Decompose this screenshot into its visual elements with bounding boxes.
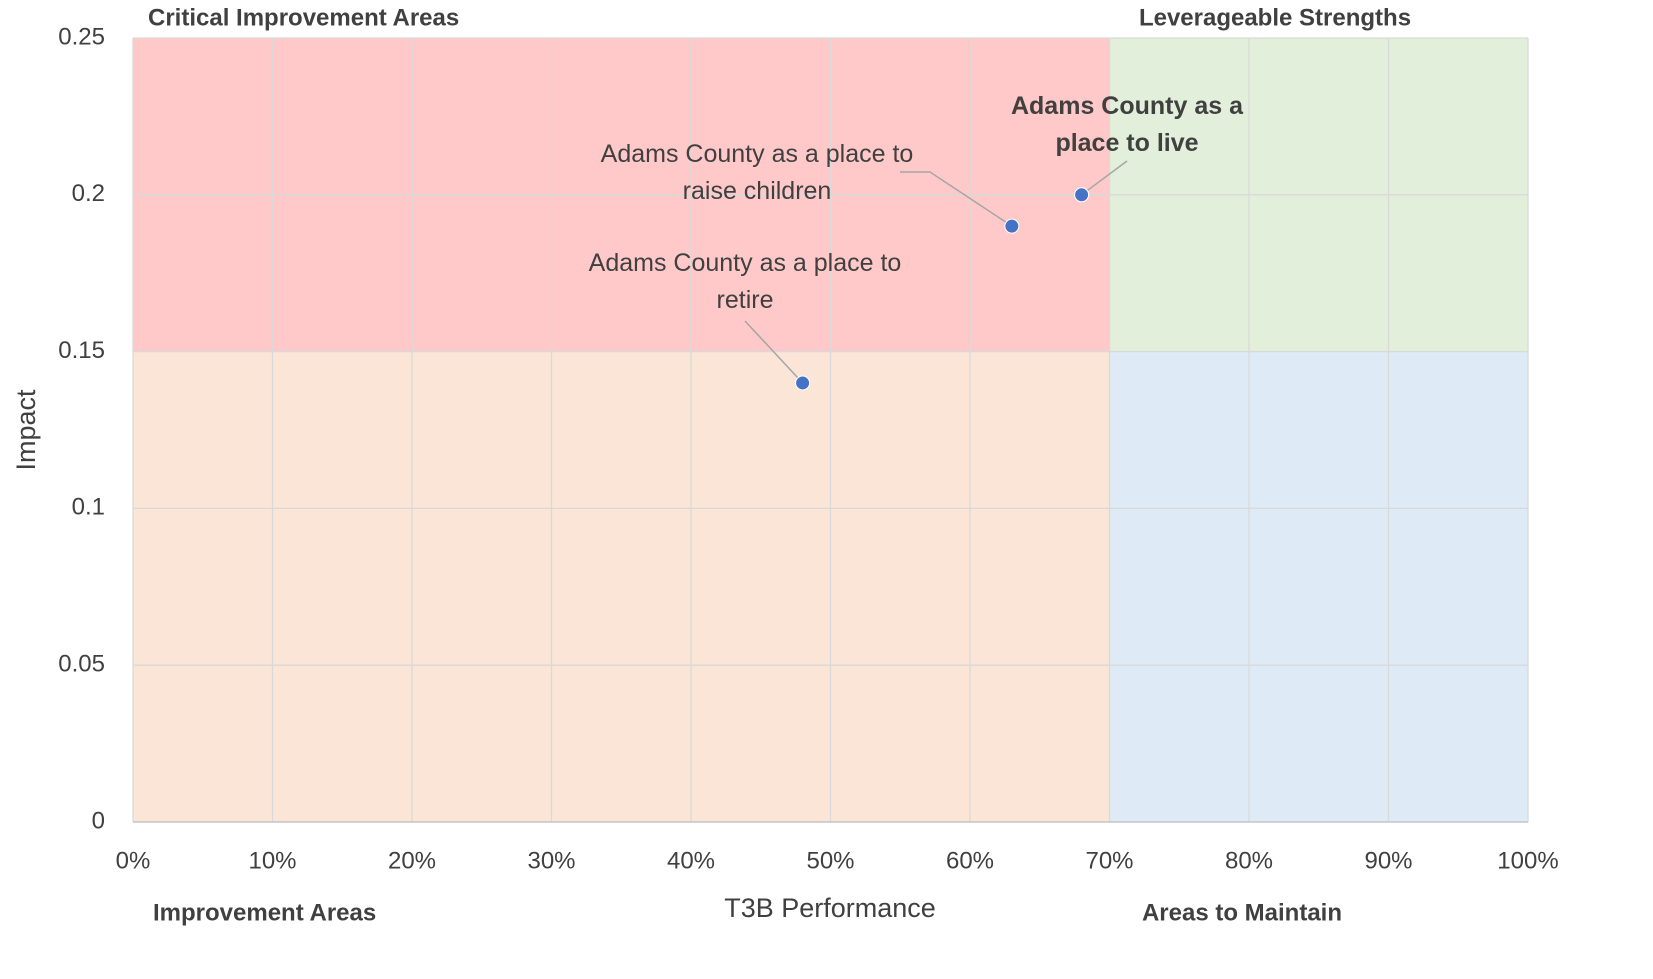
leader-line (1081, 160, 1128, 196)
point (1004, 218, 1020, 234)
x-tick-label: 30% (527, 847, 575, 874)
x-tick-label: 60% (946, 847, 994, 874)
y-tick-label: 0 (92, 807, 105, 834)
x-tick-label: 10% (248, 847, 296, 874)
x-tick-label: 40% (667, 847, 715, 874)
x-tick-label: 50% (806, 847, 854, 874)
quadrant-bottom-left (133, 351, 1110, 822)
x-tick-label: 100% (1497, 847, 1558, 874)
quadrant-label: Leverageable Strengths (1139, 4, 1411, 31)
quadrant-bottom-right (1109, 351, 1528, 822)
x-tick-label: 80% (1225, 847, 1273, 874)
quadrant-label: Improvement Areas (153, 899, 376, 926)
point (795, 375, 811, 391)
x-tick-label: 20% (388, 847, 436, 874)
leader-line (900, 171, 1013, 227)
x-axis-title: T3B Performance (724, 893, 936, 923)
quadrant-label: Areas to Maintain (1142, 899, 1342, 926)
x-tick-label: 90% (1364, 847, 1412, 874)
point-label: Adams County as a place to live (1010, 92, 1243, 157)
point (1074, 187, 1090, 203)
x-tick-label: 0% (116, 847, 151, 874)
y-tick-label: 0.15 (58, 337, 105, 364)
y-axis-title: Impact (11, 389, 41, 471)
y-tick-label: 0.2 (72, 180, 105, 207)
x-tick-label: 70% (1085, 847, 1133, 874)
y-tick-label: 0.05 (58, 651, 105, 678)
point-label: Adams County as a place to retire (588, 249, 902, 314)
leader-line (744, 320, 804, 384)
point-label: Adams County as a place to raise childre… (600, 140, 914, 205)
y-tick-label: 0.25 (58, 23, 105, 50)
quadrant-label: Critical Improvement Areas (148, 4, 459, 31)
y-tick-label: 0.1 (72, 494, 105, 521)
